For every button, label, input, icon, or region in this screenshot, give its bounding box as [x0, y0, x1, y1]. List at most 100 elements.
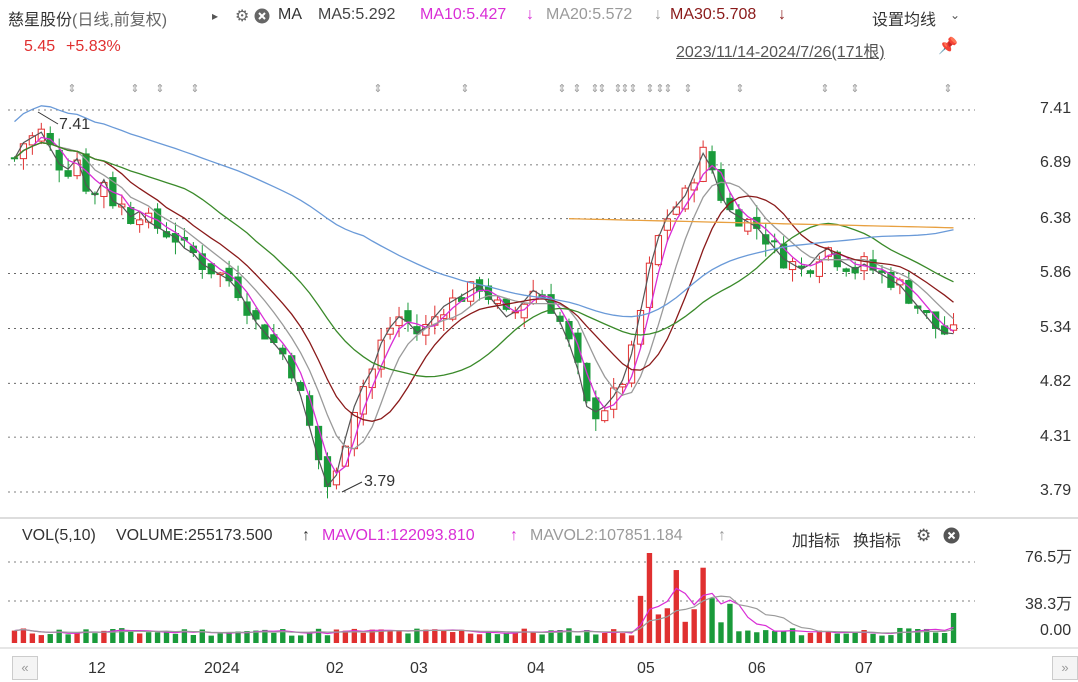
candle-body: [404, 310, 412, 322]
volume-bar: [897, 627, 903, 643]
event-marker-icon: ⇕: [597, 83, 606, 95]
volume-bar: [387, 630, 393, 643]
gear-icon[interactable]: ⚙: [916, 526, 932, 545]
volume-bar: [566, 628, 572, 643]
ma20-line: [14, 142, 954, 450]
x-tick-label: 12: [88, 660, 106, 677]
volume-bar: [154, 632, 161, 643]
volume-bar: [280, 629, 286, 643]
x-tick-label: 2024: [204, 660, 240, 677]
volume-bar: [172, 633, 179, 643]
candle-body: [842, 268, 850, 272]
volume-bar: [199, 629, 205, 643]
scroll-left-button[interactable]: «: [12, 656, 38, 680]
candle-body: [368, 368, 376, 389]
x-tick-label: 04: [527, 660, 545, 677]
volume-bar: [915, 629, 921, 643]
volume-bar: [700, 567, 706, 643]
x-tick-label: 07: [855, 660, 873, 677]
candle-body: [64, 170, 72, 177]
ma20-value: MA20:5.572: [546, 6, 633, 23]
candle-body: [377, 339, 385, 370]
volume-bar: [637, 595, 644, 643]
volume-bar: [879, 635, 885, 643]
volume-bar: [65, 634, 71, 643]
y-tick-label: 6.89: [1040, 154, 1072, 171]
volume-bar: [181, 629, 188, 643]
volume-bar: [602, 633, 608, 643]
volume-bar: [736, 631, 742, 643]
mavol2-line: [14, 595, 954, 634]
volume-bar: [807, 632, 814, 643]
period-mode: (日线,前复权): [72, 12, 168, 29]
candle-body: [55, 149, 63, 171]
volume-bar: [29, 633, 36, 643]
expand-triangle-icon[interactable]: ▸: [212, 9, 219, 23]
event-marker-icon: ⇕: [613, 83, 622, 95]
min-pointer-arrow: [341, 481, 363, 493]
candle-body: [905, 279, 913, 304]
vol-label: VOL(5,10): [22, 527, 96, 544]
mavol1-line: [14, 587, 954, 635]
volume-bar: [11, 630, 18, 643]
candle-body: [574, 332, 582, 363]
volume-arrow: ↑: [302, 527, 310, 544]
candle-body: [314, 425, 323, 461]
candle-body: [672, 206, 680, 215]
event-marker-icon: ⇕: [735, 83, 744, 95]
candle-body: [252, 310, 260, 320]
ma-label: MA: [278, 6, 302, 23]
chevron-down-icon[interactable]: ⌄: [950, 8, 961, 22]
event-marker-icon: ⇕: [850, 83, 859, 95]
event-marker-icon: ⇕: [655, 83, 664, 95]
event-marker-icon: ⇕: [130, 83, 139, 95]
event-marker-icon: ⇕: [155, 83, 164, 95]
volume-bar: [360, 632, 366, 643]
volume-bar: [476, 634, 483, 643]
volume-bar: [92, 633, 98, 643]
volume-bar: [128, 631, 134, 643]
event-marker-icon: ⇕: [628, 83, 637, 95]
candle-body: [28, 135, 36, 146]
candle-body: [744, 219, 752, 232]
mavol1-arrow: ↑: [510, 527, 518, 544]
volume-bar: [378, 629, 384, 643]
scroll-right-button[interactable]: »: [1052, 656, 1078, 680]
date-range[interactable]: 2023/11/14-2024/7/26(171根): [676, 44, 885, 61]
close-circle-icon[interactable]: [254, 6, 270, 27]
volume-bar: [825, 631, 832, 643]
ma120-line: [14, 105, 954, 318]
add-indicator-button[interactable]: 加指标: [792, 533, 841, 550]
volume-bar: [405, 633, 411, 643]
volume-bar: [664, 608, 671, 643]
close-circle-icon[interactable]: [943, 527, 960, 549]
volume-bar: [369, 629, 375, 643]
volume-bar: [494, 634, 501, 643]
x-tick-label: 06: [748, 660, 766, 677]
candle-body: [520, 303, 528, 319]
ma10-value: MA10:5.427: [420, 6, 507, 23]
y-tick-label: 3.79: [1040, 482, 1072, 499]
pin-icon[interactable]: 📌: [938, 38, 958, 55]
volume-bar: [924, 628, 930, 643]
volume-bar: [628, 635, 635, 643]
candle-body: [923, 310, 931, 314]
ma-settings-button[interactable]: 设置均线: [872, 12, 937, 29]
volume-bar: [727, 603, 733, 643]
volume-bar: [145, 632, 152, 643]
switch-indicator-button[interactable]: 换指标: [853, 533, 902, 550]
volume-bar: [47, 634, 53, 643]
candle-body: [466, 281, 475, 302]
volume-bar: [932, 632, 939, 643]
ma30-line: [14, 142, 954, 422]
x-tick-label: 02: [326, 660, 344, 677]
volume-bar: [414, 628, 420, 643]
volume-bar: [584, 630, 590, 643]
volume-bar: [208, 635, 214, 643]
vol-y-tick-label: 76.5万: [1025, 549, 1073, 566]
volume-value: VOLUME:255173.500: [116, 527, 273, 544]
event-marker-icon: ⇕: [663, 83, 672, 95]
gear-icon[interactable]: ⚙: [235, 8, 250, 25]
event-marker-icon: ⇕: [572, 83, 581, 95]
